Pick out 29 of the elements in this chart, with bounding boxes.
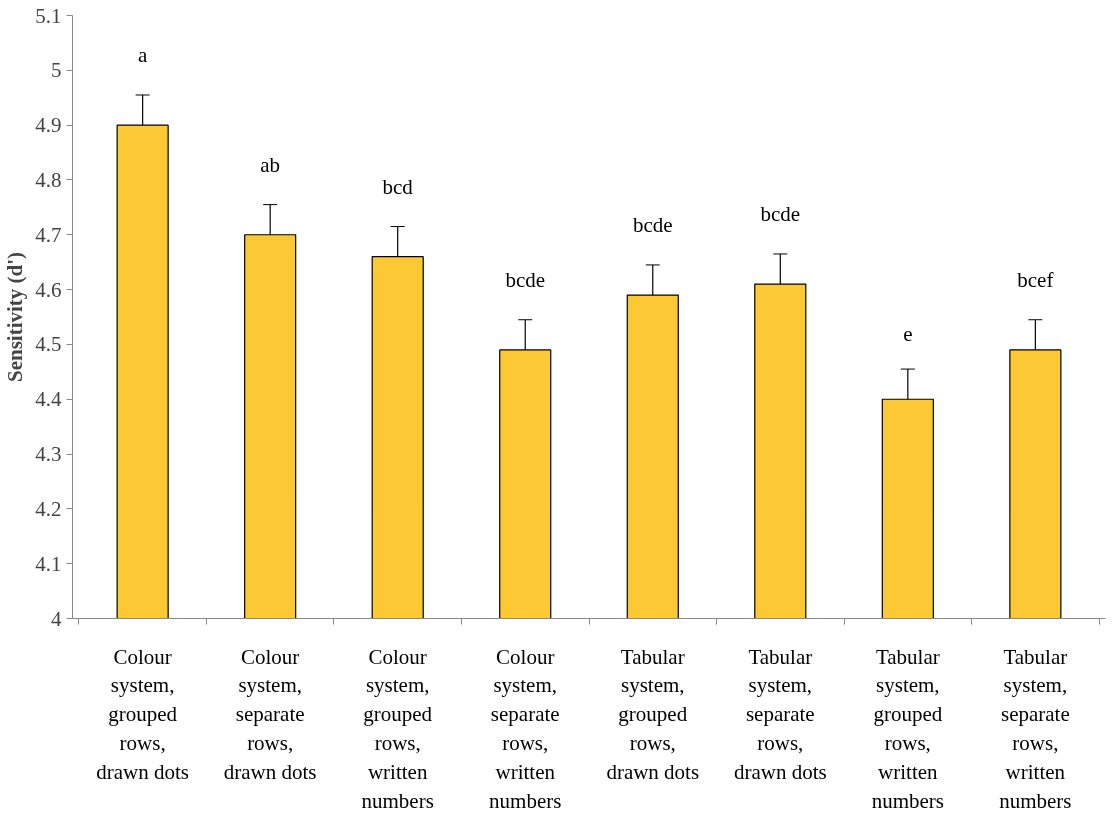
annotation: e (903, 322, 913, 347)
y-tick-label: 4.1 (35, 551, 62, 576)
annotation: bcde (632, 212, 673, 237)
y-tick-label: 4.9 (35, 113, 62, 138)
annotation: bcde (505, 267, 546, 292)
y-tick-label: 4 (51, 606, 62, 631)
annotation: bcde (760, 201, 801, 226)
y-tick-label: 4.6 (35, 277, 62, 302)
x-tick-label: Tabular system, separate rows, written numbers (999, 644, 1072, 813)
y-tick-label: 5.1 (35, 3, 62, 28)
y-tick-label: 4.2 (35, 496, 62, 521)
y-tick-label: 4.4 (35, 387, 62, 412)
x-tick-label: Colour system, separate rows, written numbers (489, 644, 562, 813)
y-tick-label: 4.5 (35, 332, 62, 357)
x-tick-label: Colour system, grouped rows, drawn dots (96, 644, 190, 784)
y-tick-label: 5 (51, 58, 62, 83)
annotation: bcd (382, 174, 414, 199)
x-tick-label: Colour system, separate rows, drawn dots (223, 644, 317, 784)
y-tick-label: 4.8 (35, 167, 62, 192)
x-tick-label: Tabular system, grouped rows, written numbers (871, 644, 944, 813)
y-tick-label: 4.7 (35, 222, 62, 247)
x-tick-label: Tabular system, grouped rows, drawn dots (606, 644, 700, 784)
y-axis-title: Sensitivity (d') (3, 251, 28, 383)
annotation: ab (260, 152, 281, 177)
annotation: a (137, 42, 148, 67)
x-tick-label: Colour system, grouped rows, written numbers (361, 644, 434, 813)
y-tick-label: 4.3 (35, 442, 62, 467)
x-tick-label: Tabular system, separate rows, drawn dots (733, 644, 827, 784)
annotation: bcef (1017, 267, 1054, 292)
